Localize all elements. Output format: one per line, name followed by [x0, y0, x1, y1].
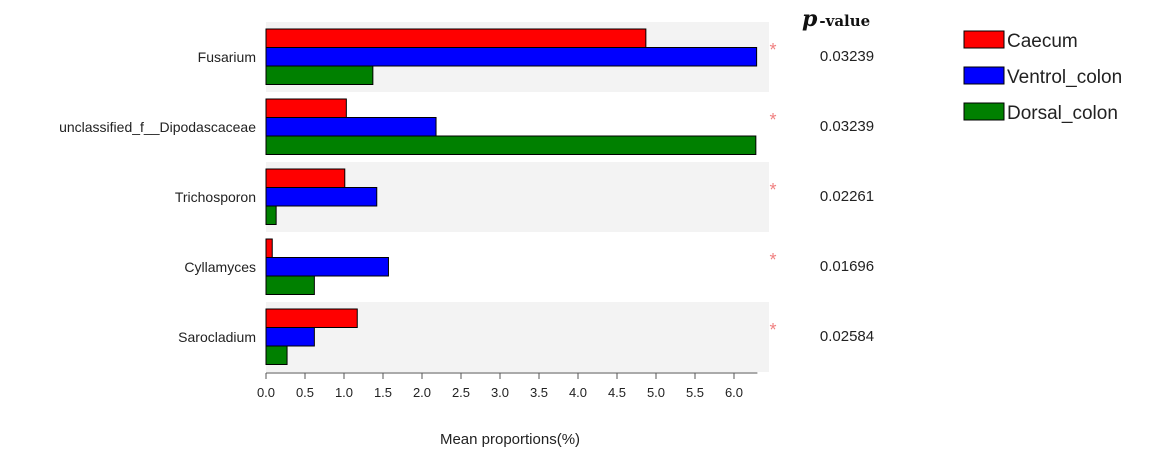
p-value: 0.01696 [820, 258, 874, 275]
significance-marker: * [769, 180, 776, 200]
bar-ventrol-colon [265, 117, 437, 137]
bar-dorsal-colon [265, 345, 288, 365]
significance-marker: * [769, 320, 776, 340]
p-value-header-symbol: p [802, 6, 818, 32]
category-label: Sarocladium [178, 329, 256, 345]
significance-marker: * [769, 250, 776, 270]
x-tick-label: 2.0 [413, 385, 431, 400]
x-tick-label: 3.5 [530, 385, 548, 400]
p-value: 0.03239 [820, 48, 874, 65]
bar-caecum [265, 28, 647, 48]
legend-swatch [963, 66, 1005, 85]
legend-swatch [963, 102, 1005, 121]
bar-ventrol-colon [265, 257, 389, 277]
p-value: 0.03239 [820, 118, 874, 135]
bars [265, 28, 758, 365]
x-tick-label: 6.0 [725, 385, 743, 400]
legend: Caecum Ventrol_colon Dorsal_colon [963, 30, 1122, 124]
category-labels: Fusarium unclassified_f__Dipodascaceae Tri… [59, 49, 256, 345]
bar-caecum [265, 238, 273, 258]
x-tick-label: 1.5 [374, 385, 392, 400]
p-value: 0.02584 [820, 328, 874, 345]
category-label: Fusarium [198, 49, 256, 65]
p-value-header-text: -value [819, 12, 870, 30]
x-tick-label: 2.5 [452, 385, 470, 400]
x-tick-label: 3.0 [491, 385, 509, 400]
bar-caecum [265, 308, 358, 328]
p-value-header: p -value [802, 6, 870, 32]
legend-swatch [963, 30, 1005, 49]
bar-caecum [265, 98, 347, 118]
x-tick-label: 5.5 [686, 385, 704, 400]
p-value: 0.02261 [820, 188, 874, 205]
bar-dorsal-colon [265, 65, 374, 85]
legend-label: Dorsal_colon [1007, 103, 1118, 124]
x-tick-label: 4.0 [569, 385, 587, 400]
bar-ventrol-colon [265, 187, 378, 207]
p-values: 0.03239 0.03239 0.02261 0.01696 0.02584 [820, 48, 874, 345]
legend-label: Caecum [1007, 31, 1078, 52]
bar-dorsal-colon [265, 135, 757, 155]
bar-dorsal-colon [265, 205, 277, 225]
x-tick-label: 1.0 [335, 385, 353, 400]
x-tick-label: 0.0 [257, 385, 275, 400]
significance-markers: * * * * * [769, 40, 776, 340]
x-tick-label: 4.5 [608, 385, 626, 400]
bar-caecum [265, 168, 346, 188]
legend-label: Ventrol_colon [1007, 67, 1122, 88]
category-label: Trichosporon [175, 189, 256, 205]
x-axis-title: Mean proportions(%) [440, 431, 580, 448]
category-label: Cyllamyces [184, 259, 256, 275]
x-tick-label: 0.5 [296, 385, 314, 400]
x-tick-label: 5.0 [647, 385, 665, 400]
category-label: unclassified_f__Dipodascaceae [59, 119, 256, 135]
bar-ventrol-colon [265, 47, 758, 67]
bar-dorsal-colon [265, 275, 315, 295]
bar-ventrol-colon [265, 327, 315, 347]
significance-marker: * [769, 40, 776, 60]
x-axis: 0.0 0.5 1.0 1.5 2.0 2.5 3.0 3.5 4.0 4.5 5.0 5.5 6.0 [257, 372, 758, 400]
significance-marker: * [769, 110, 776, 130]
